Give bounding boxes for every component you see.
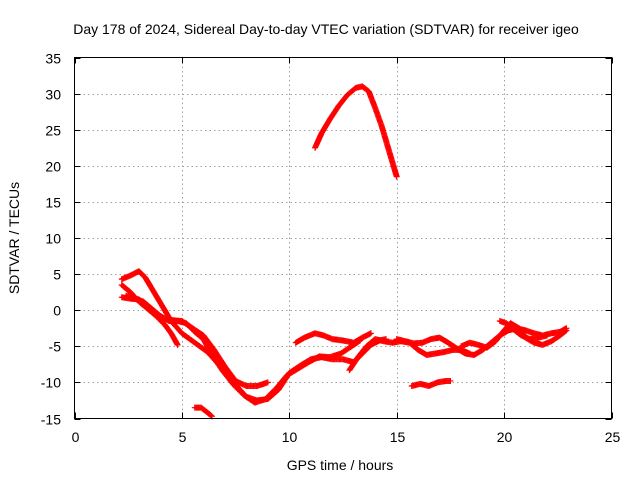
series-arc-11	[408, 377, 454, 390]
series-arc-4	[123, 292, 364, 406]
data-point-marker	[544, 332, 551, 339]
series-arc-10	[496, 318, 551, 343]
series-arc-12	[191, 404, 215, 420]
axis-ticks	[74, 57, 613, 420]
data-point-marker	[562, 328, 569, 335]
x-tick-label: 5	[179, 429, 187, 445]
y-tick-labels: -15 -10 -5 0 5 10 15 20 25 30 35	[41, 51, 61, 428]
data-point-marker	[447, 377, 454, 384]
y-tick-label: -5	[49, 339, 62, 355]
y-tick-label: 0	[53, 303, 61, 319]
series-arc-5	[292, 330, 374, 346]
y-tick-label: 15	[45, 195, 61, 211]
x-tick-label: 15	[390, 429, 406, 445]
grid-lines	[74, 57, 612, 419]
data-point-marker	[393, 173, 400, 180]
y-tick-label: 20	[45, 159, 61, 175]
y-tick-label: 10	[45, 231, 61, 247]
y-tick-label: -10	[41, 375, 61, 391]
x-tick-label: 20	[497, 429, 513, 445]
data-point-marker	[174, 341, 181, 348]
y-tick-label: 25	[45, 123, 61, 139]
y-axis-label: SDTVAR / TECUs	[6, 182, 22, 294]
y-tick-label: 30	[45, 87, 61, 103]
data-point-marker	[563, 327, 570, 334]
data-point-marker	[208, 412, 215, 419]
y-tick-label: 35	[45, 51, 61, 67]
series-arc-6	[312, 83, 400, 180]
series-arc-2	[118, 281, 181, 348]
plot-frame	[74, 57, 612, 419]
data-point-marker	[264, 379, 271, 386]
y-tick-label: -15	[41, 412, 61, 428]
chart-title: Day 178 of 2024, Sidereal Day-to-day VTE…	[73, 21, 579, 37]
x-tick-label: 25	[605, 429, 621, 445]
y-tick-label: 5	[53, 267, 61, 283]
data-point-marker	[367, 330, 374, 337]
x-axis-label: GPS time / hours	[287, 457, 394, 473]
x-tick-label: 10	[282, 429, 298, 445]
data-series	[118, 83, 570, 420]
x-tick-labels: 0 5 10 15 20 25	[72, 429, 621, 445]
x-tick-label: 0	[72, 429, 80, 445]
